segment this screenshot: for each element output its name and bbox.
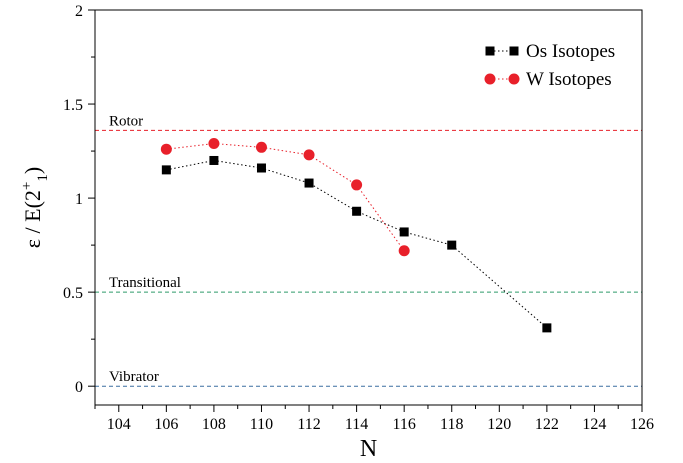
x-tick-label: 106 [154, 416, 178, 433]
reference-lines: Rotor Transitional Vibrator [95, 113, 642, 386]
reference-label-transitional: Transitional [109, 275, 181, 291]
y-axis-label-main: ε / E(2 [20, 190, 45, 248]
x-axis-ticks: 104 106 108 110 112 114 116 118 120 122 124 126 [95, 405, 654, 433]
data-point-os-isotopes [209, 156, 218, 165]
data-point-os-isotopes [257, 164, 266, 173]
y-tick-label: 0.5 [63, 285, 83, 302]
series-markers [161, 138, 552, 332]
data-point-w-isotopes [161, 144, 172, 155]
x-tick-label: 112 [297, 416, 320, 433]
y-axis-ticks: 0 0.5 1 1.5 2 [63, 3, 95, 396]
legend-marker-os-isotopes [510, 47, 519, 56]
data-point-os-isotopes [162, 165, 171, 174]
y-axis-label-sup: + [19, 182, 35, 190]
data-point-w-isotopes [304, 149, 315, 160]
legend-label-os-isotopes: Os Isotopes [526, 41, 615, 62]
data-point-os-isotopes [305, 179, 314, 188]
reference-label-rotor: Rotor [109, 113, 143, 129]
y-tick-label: 1 [75, 191, 83, 208]
x-tick-label: 122 [535, 416, 559, 433]
data-point-w-isotopes [351, 179, 362, 190]
x-tick-label: 110 [250, 416, 273, 433]
x-tick-label: 118 [440, 416, 463, 433]
legend-label-w-isotopes: W Isotopes [526, 69, 612, 90]
y-tick-label: 0 [75, 379, 83, 396]
legend-marker-w-isotopes [485, 74, 496, 85]
data-point-os-isotopes [542, 323, 551, 332]
x-tick-label: 108 [202, 416, 226, 433]
data-point-w-isotopes [256, 142, 267, 153]
data-point-w-isotopes [208, 138, 219, 149]
x-tick-label: 124 [582, 416, 606, 433]
series-line-w-isotopes [166, 144, 404, 251]
y-tick-label: 2 [75, 3, 83, 20]
y-axis-label-sub: 1 [35, 174, 51, 182]
data-point-os-isotopes [447, 241, 456, 250]
y-tick-label: 1.5 [63, 97, 83, 114]
y-axis-label-close: ) [20, 167, 45, 174]
legend-marker-os-isotopes [486, 47, 495, 56]
x-tick-label: 120 [487, 416, 511, 433]
x-tick-label: 126 [630, 416, 654, 433]
x-tick-label: 104 [107, 416, 131, 433]
series-lines [166, 144, 547, 328]
data-point-os-isotopes [400, 227, 409, 236]
data-point-os-isotopes [352, 207, 361, 216]
legend: Os Isotopes W Isotopes [485, 41, 616, 90]
data-point-w-isotopes [399, 245, 410, 256]
x-tick-label: 114 [345, 416, 368, 433]
y-axis-label: ε / E(2+1) [19, 167, 51, 248]
x-tick-label: 116 [392, 416, 415, 433]
x-axis-label: N [360, 436, 377, 462]
reference-label-vibrator: Vibrator [109, 369, 159, 385]
legend-marker-w-isotopes [509, 74, 520, 85]
